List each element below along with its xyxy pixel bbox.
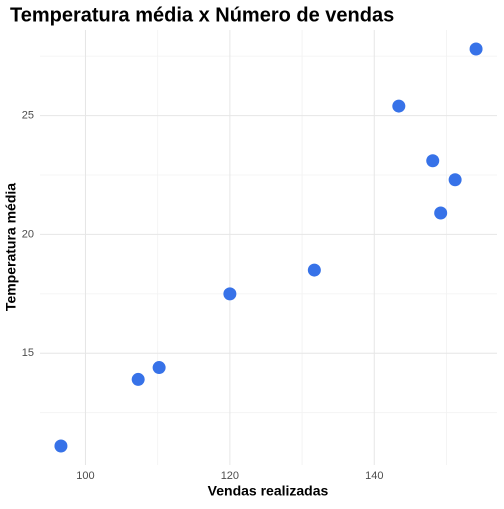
x-tick-label: 120 bbox=[221, 470, 239, 482]
x-axis-label: Vendas realizadas bbox=[208, 483, 329, 499]
x-tick-label: 100 bbox=[76, 470, 94, 482]
point bbox=[448, 173, 462, 187]
point bbox=[307, 263, 321, 277]
chart-title: Temperatura média x Número de vendas bbox=[10, 4, 394, 26]
point bbox=[392, 99, 406, 113]
point bbox=[469, 42, 483, 56]
point bbox=[152, 361, 166, 375]
x-tick-label: 140 bbox=[365, 470, 383, 482]
y-tick-label: 15 bbox=[22, 347, 34, 359]
y-axis-label: Temperatura média bbox=[3, 183, 19, 311]
y-tick-label: 25 bbox=[22, 109, 34, 121]
point bbox=[131, 372, 145, 386]
point bbox=[426, 154, 440, 168]
point bbox=[54, 439, 68, 453]
point bbox=[223, 287, 237, 301]
y-tick-label: 20 bbox=[22, 228, 34, 240]
point bbox=[434, 206, 448, 220]
